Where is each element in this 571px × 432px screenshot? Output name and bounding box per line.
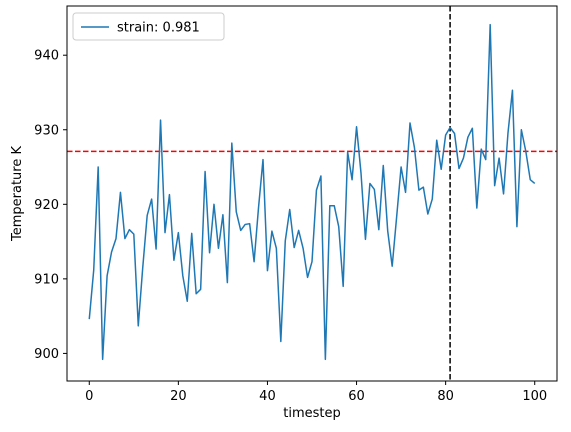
y-axis-label: Temperature K [10, 146, 25, 242]
y-tick-label: 920 [34, 198, 59, 213]
series-line-0 [88, 23, 536, 361]
legend-label: strain: 0.981 [117, 21, 200, 36]
x-tick-label: 0 [85, 389, 93, 404]
series-layer [88, 23, 536, 361]
legend-box [72, 12, 225, 41]
x-axis: 0 20 40 60 80 100 [85, 381, 547, 404]
reference-lines [67, 6, 557, 381]
y-tick-label: 900 [34, 347, 59, 362]
y-tick-label: 940 [34, 49, 59, 64]
plot-frame [66, 5, 558, 382]
y-axis: 900 910 920 930 940 [34, 49, 67, 362]
x-tick-label: 60 [348, 389, 365, 404]
legend: strain: 0.981 [72, 12, 225, 41]
x-tick-label: 100 [522, 389, 547, 404]
x-tick-label: 20 [170, 389, 187, 404]
y-tick-label: 930 [34, 123, 59, 138]
x-tick-label: 80 [437, 389, 454, 404]
x-axis-label: timestep [283, 406, 341, 421]
y-tick-label: 910 [34, 272, 59, 287]
x-tick-label: 40 [259, 389, 276, 404]
